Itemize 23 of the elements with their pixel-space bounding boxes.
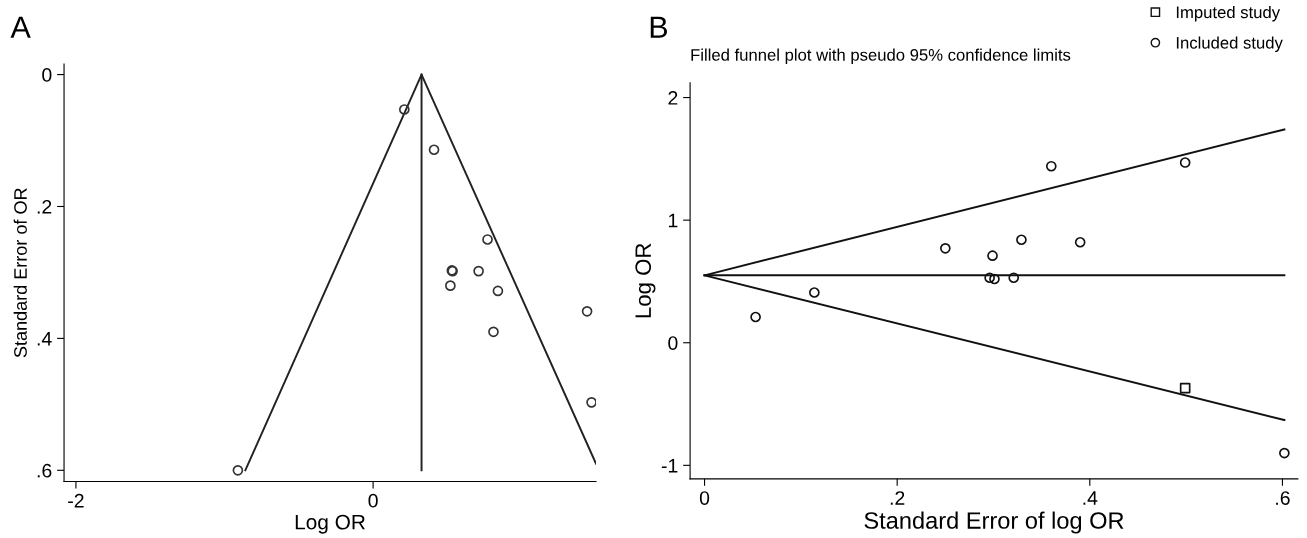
y-tick-label: 2: [668, 91, 678, 105]
y-axis-title: Standard Error of OR: [13, 188, 27, 358]
x-tick-label: .2: [890, 491, 905, 505]
chart-title: Filled funnel plot with pseudo 95% confidence limits: [691, 48, 1071, 65]
y-tick-label: -1: [661, 459, 678, 473]
x-tick-label: .4: [1083, 491, 1098, 505]
x-tick-label: 0: [368, 493, 378, 508]
y-tick-label: 0: [42, 68, 52, 82]
y-tick-label: .6: [37, 463, 52, 478]
x-tick-label: -2: [68, 493, 84, 508]
x-axis-title: Log OR: [295, 514, 365, 534]
y-axis-title: Log OR: [635, 243, 656, 318]
x-tick-label: 0: [699, 491, 710, 505]
y-tick-label: .4: [37, 332, 52, 346]
text: A: [10, 16, 31, 38]
y-tick-label: .2: [37, 199, 52, 214]
y-tick-label: 0: [668, 336, 678, 350]
legend-label: Included study: [1176, 36, 1283, 53]
text: B: [650, 16, 668, 38]
x-axis-title: Standard Error of log OR: [864, 511, 1124, 534]
y-tick-label: 1: [668, 213, 678, 228]
x-tick-label: .6: [1276, 491, 1290, 505]
legend-label: Imputed study: [1176, 5, 1281, 22]
